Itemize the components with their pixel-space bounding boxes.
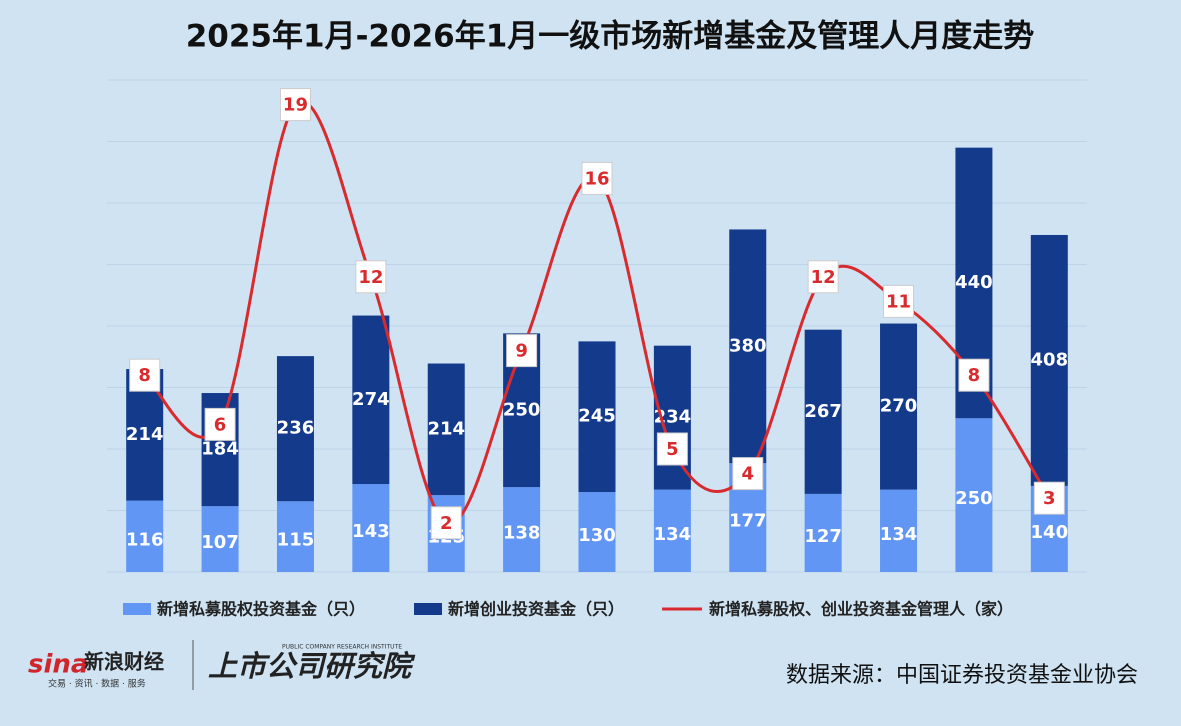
bar-value-label: 267 [804, 401, 842, 422]
bar-segment [729, 229, 767, 464]
bar-value-label: 115 [277, 530, 315, 551]
bar-segment [1030, 234, 1068, 486]
line-value-label: 11 [886, 291, 911, 312]
bar-segment [578, 341, 616, 493]
line-value-label: 12 [811, 267, 836, 288]
bar-value-label: 116 [126, 529, 164, 550]
line-value-label: 8 [138, 365, 151, 386]
bar-value-label: 270 [880, 396, 918, 417]
line-label-box [129, 358, 161, 392]
bar-value-label: 127 [804, 526, 842, 547]
bar-segment [804, 493, 842, 572]
line-value-label: 5 [666, 439, 679, 460]
bar-value-label: 408 [1031, 349, 1069, 370]
bar-value-label: 274 [352, 389, 390, 410]
bar-segment [352, 484, 390, 572]
institute: 上市公司研究院 [208, 649, 416, 683]
line-label-box [430, 506, 462, 540]
line-label-box [204, 407, 236, 441]
legend-label: 新增创业投资基金（只） [448, 600, 624, 619]
line-value-label: 2 [440, 513, 453, 534]
bar-segment [201, 506, 239, 572]
bar-value-label: 236 [277, 418, 315, 439]
brand-sub: 交易 · 资讯 · 数据 · 服务 [48, 678, 146, 690]
bar-value-label: 184 [201, 439, 239, 460]
bar-segment [955, 418, 993, 572]
bar-segment [427, 363, 465, 496]
line-value-label: 4 [742, 464, 755, 485]
bar-segment [352, 315, 390, 485]
institute-en: PUBLIC COMPANY RESEARCH INSTITUTE [282, 644, 402, 651]
bar-value-label: 134 [654, 524, 692, 545]
bar-value-label: 250 [503, 399, 541, 420]
bar-segment [653, 489, 691, 572]
line-label-box [958, 358, 990, 392]
bar-segment [804, 329, 842, 494]
bar-segment [503, 487, 541, 572]
bar-segment [880, 489, 918, 572]
line-value-label: 8 [968, 365, 981, 386]
line-label-box [656, 432, 688, 466]
line-label-box [1033, 481, 1065, 515]
chart-title: 2025年1月-2026年1月一级市场新增基金及管理人月度走势 [186, 19, 1035, 55]
footer: sina 新浪财经 交易 · 资讯 · 数据 · 服务 PUBLIC COMPA… [28, 640, 1138, 690]
bar-segment [880, 323, 918, 490]
brand: 新浪财经 [84, 650, 164, 674]
line-label-box [732, 457, 764, 491]
bar-segment [276, 356, 314, 502]
bar-value-label: 250 [955, 488, 993, 509]
bar-segment [578, 492, 616, 572]
line-value-label: 9 [515, 341, 528, 362]
bar-value-label: 245 [578, 406, 616, 427]
line-label-box [355, 260, 387, 294]
line-label-box [279, 88, 311, 122]
legend-swatch [414, 603, 443, 615]
line-value-label: 16 [584, 168, 609, 189]
legend-swatch [123, 603, 151, 615]
legend-label: 新增私募股权投资基金（只） [157, 600, 365, 619]
line-label-box [506, 334, 538, 368]
bar-value-label: 214 [427, 418, 465, 439]
bar-value-label: 214 [126, 424, 164, 445]
source: 数据来源：中国证券投资基金业协会 [786, 663, 1138, 688]
bar-segment [126, 500, 164, 572]
line-label-box [807, 260, 839, 294]
bar-value-label: 143 [352, 521, 390, 542]
bar-value-label: 134 [880, 524, 918, 545]
legend-label: 新增私募股权、创业投资基金管理人（家） [709, 600, 1013, 619]
line-label-box [581, 161, 613, 195]
line-value-label: 19 [283, 95, 308, 116]
bar-value-label: 177 [729, 511, 767, 532]
bar-value-label: 130 [578, 525, 616, 546]
bar-value-label: 440 [955, 272, 993, 293]
line-value-label: 12 [358, 267, 383, 288]
bar-value-label: 138 [503, 523, 541, 544]
line-value-label: 3 [1043, 488, 1056, 509]
bar-segment [276, 501, 314, 572]
line-value-label: 6 [214, 414, 227, 435]
bar-value-label: 140 [1031, 522, 1069, 543]
line-label-box [883, 284, 915, 318]
bar-value-label: 107 [201, 532, 239, 553]
bar-value-label: 380 [729, 335, 767, 356]
sina-logo: sina [28, 650, 88, 680]
